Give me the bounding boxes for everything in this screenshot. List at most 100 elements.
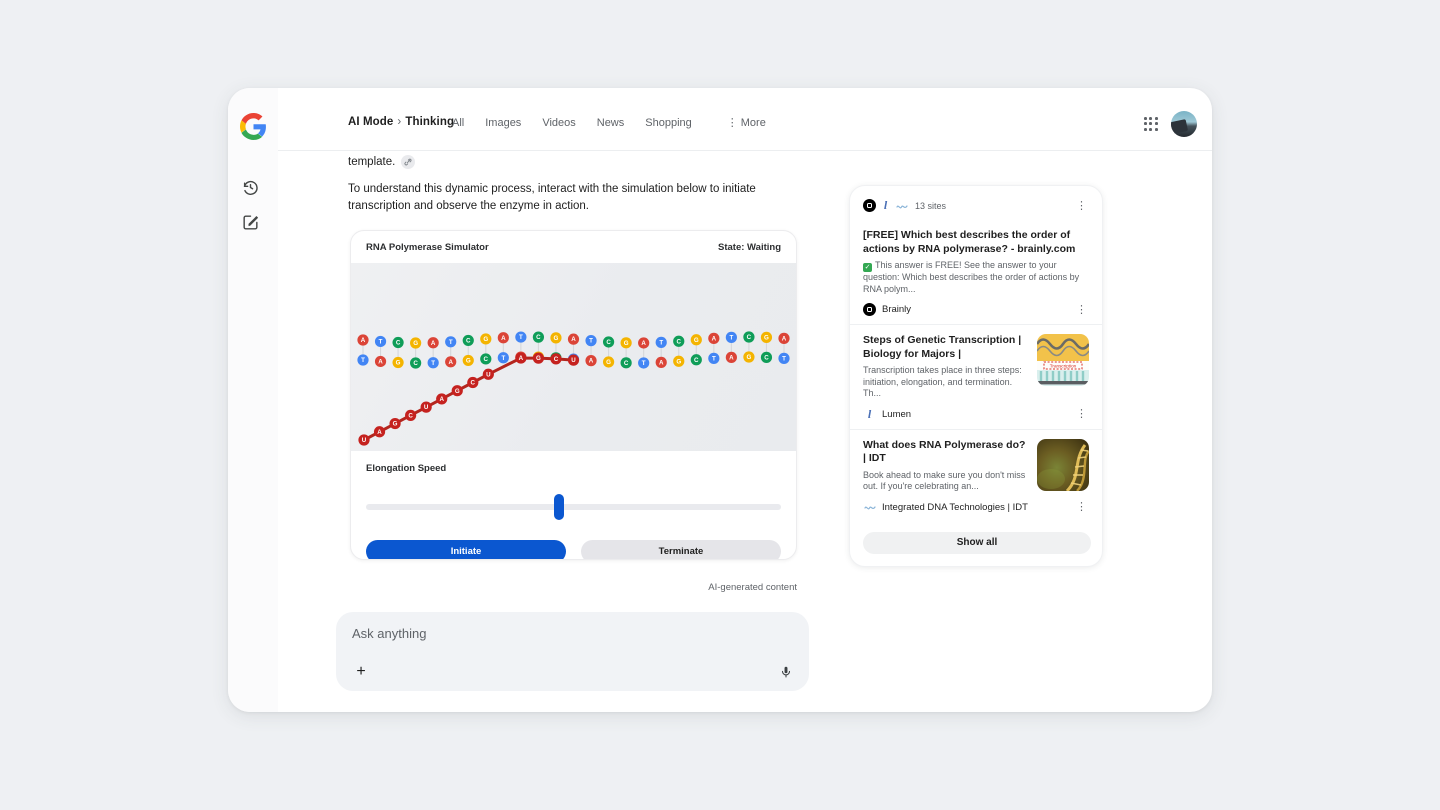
svg-text:T: T <box>782 355 786 362</box>
svg-text:U: U <box>486 371 491 378</box>
browser-window: AI Mode › Thinking All Images Videos News Shop… <box>228 88 1212 712</box>
elongation-speed-label: Elongation Speed <box>366 463 447 474</box>
nucleotide-bottom: C <box>690 354 702 366</box>
svg-text:G: G <box>483 336 488 343</box>
search-result-1: [FREE] Which best describes the order of… <box>850 220 1102 324</box>
show-all-button[interactable]: Show all <box>863 531 1091 554</box>
rna-nucleotide: A <box>436 393 448 405</box>
tab-more[interactable]: ⋮ More <box>726 116 766 129</box>
rna-nucleotide: C <box>405 409 417 421</box>
tab-images[interactable]: Images <box>485 117 522 129</box>
nucleotide-top: A <box>567 333 580 345</box>
svg-text:C: C <box>466 337 471 344</box>
citation-link-icon[interactable] <box>401 155 416 169</box>
result-title[interactable]: [FREE] Which best describes the order of… <box>863 229 1076 255</box>
avatar[interactable] <box>1171 111 1197 137</box>
result-title[interactable]: Steps of Genetic Transcription | Biology… <box>863 334 1022 360</box>
svg-text:A: A <box>501 335 506 342</box>
mic-icon[interactable] <box>775 661 797 683</box>
svg-text:C: C <box>677 338 682 345</box>
nucleotide-bottom: T <box>427 357 439 369</box>
result-snippet: ✓ This answer is FREE! See the answer to … <box>863 260 1080 294</box>
rna-simulator-card: RNA Polymerase Simulator State: Waiting … <box>350 230 797 560</box>
breadcrumb-ai-mode[interactable]: AI Mode <box>348 116 394 128</box>
rna-nucleotide: G <box>389 417 401 430</box>
svg-text:C: C <box>536 334 541 341</box>
svg-text:A: A <box>571 336 576 343</box>
result-thumbnail-transcription-diagram[interactable]: Transcription <box>1037 334 1089 386</box>
google-logo[interactable] <box>240 113 267 140</box>
result-menu-icon[interactable]: ⋮ <box>1076 408 1087 420</box>
new-chat-icon[interactable] <box>241 213 260 232</box>
rna-nucleotide: G <box>451 385 463 397</box>
tab-videos[interactable]: Videos <box>542 117 576 129</box>
result-source-name[interactable]: Lumen <box>882 408 912 420</box>
nucleotide-top: C <box>743 331 755 343</box>
svg-text:C: C <box>606 339 611 346</box>
svg-text:T: T <box>519 334 523 341</box>
result-snippet: Transcription takes place in three steps… <box>863 365 1022 398</box>
svg-text:Transcription: Transcription <box>1050 363 1077 368</box>
breadcrumb-thinking: Thinking <box>405 116 455 128</box>
nucleotide-top: T <box>655 336 667 348</box>
svg-text:T: T <box>501 355 505 362</box>
search-result-2: Steps of Genetic Transcription | Biology… <box>850 324 1102 429</box>
svg-text:A: A <box>519 355 524 362</box>
result-source-row: Brainly ⋮ <box>863 303 1089 316</box>
ask-anything-input[interactable]: Ask anything + <box>336 612 809 691</box>
result-title[interactable]: What does RNA Polymerase do? | IDT <box>863 438 1026 465</box>
result-source-row: l Lumen ⋮ <box>863 406 1089 421</box>
nucleotide-top: T <box>725 331 737 343</box>
nucleotide-bottom: A <box>725 351 737 363</box>
nucleotide-top: C <box>392 336 404 349</box>
result-menu-icon[interactable]: ⋮ <box>1076 303 1087 316</box>
nucleotide-top: G <box>550 332 562 344</box>
more-dots-icon: ⋮ <box>726 116 738 129</box>
terminate-button[interactable]: Terminate <box>581 540 781 559</box>
nucleotide-top: A <box>427 337 439 349</box>
svg-text:U: U <box>571 357 576 364</box>
result-source-name[interactable]: Brainly <box>882 304 912 315</box>
rna-nucleotide: A <box>515 352 527 364</box>
breadcrumb-separator: › <box>397 116 402 128</box>
tab-news[interactable]: News <box>596 117 625 129</box>
rna-nucleotide: A <box>373 426 386 438</box>
dna-simulation-canvas[interactable]: A T T A C G G C A T T A C G G C A T T A C G G C A T T A C G G C A T T A C G G C… <box>351 263 797 451</box>
nucleotide-top: A <box>638 337 650 349</box>
header-divider <box>278 150 1212 151</box>
rna-nucleotide: C <box>467 376 479 389</box>
result-thumbnail-dna-helix-photo[interactable] <box>1037 438 1089 491</box>
svg-text:T: T <box>431 360 435 367</box>
svg-text:G: G <box>606 359 611 366</box>
panel-menu-icon[interactable]: ⋮ <box>1076 199 1087 212</box>
search-result-3: What does RNA Polymerase do? | IDT Book a… <box>850 428 1102 522</box>
nucleotide-bottom: C <box>620 357 632 369</box>
history-icon[interactable] <box>241 178 260 197</box>
slider-track[interactable] <box>366 504 781 510</box>
svg-text:G: G <box>624 340 629 347</box>
slider-thumb[interactable] <box>553 494 564 520</box>
svg-text:C: C <box>408 412 413 419</box>
simulator-state-label: State: Waiting <box>718 241 781 253</box>
apps-grid-icon[interactable] <box>1144 117 1158 131</box>
tab-shopping[interactable]: Shopping <box>645 117 692 129</box>
nucleotide-bottom: A <box>374 355 387 368</box>
rna-nucleotide: U <box>420 401 432 413</box>
svg-text:A: A <box>659 359 664 366</box>
svg-text:A: A <box>448 359 453 366</box>
svg-text:C: C <box>694 357 699 364</box>
svg-text:A: A <box>377 429 382 436</box>
plus-icon[interactable]: + <box>356 663 366 680</box>
elongation-speed-slider[interactable] <box>366 494 781 520</box>
result-menu-icon[interactable]: ⋮ <box>1076 501 1087 513</box>
nucleotide-top: A <box>497 332 509 344</box>
result-source-name[interactable]: Integrated DNA Technologies | IDT <box>882 501 1028 513</box>
svg-text:C: C <box>624 360 629 367</box>
svg-text:U: U <box>362 437 367 444</box>
initiate-button[interactable]: Initiate <box>366 540 566 559</box>
lumen-favicon: l <box>867 406 872 421</box>
svg-text:G: G <box>396 360 401 367</box>
result-source-row: Integrated DNA Technologies | IDT ⋮ <box>863 501 1089 514</box>
tab-all[interactable]: All <box>452 117 465 129</box>
nucleotide-top: C <box>673 335 685 347</box>
